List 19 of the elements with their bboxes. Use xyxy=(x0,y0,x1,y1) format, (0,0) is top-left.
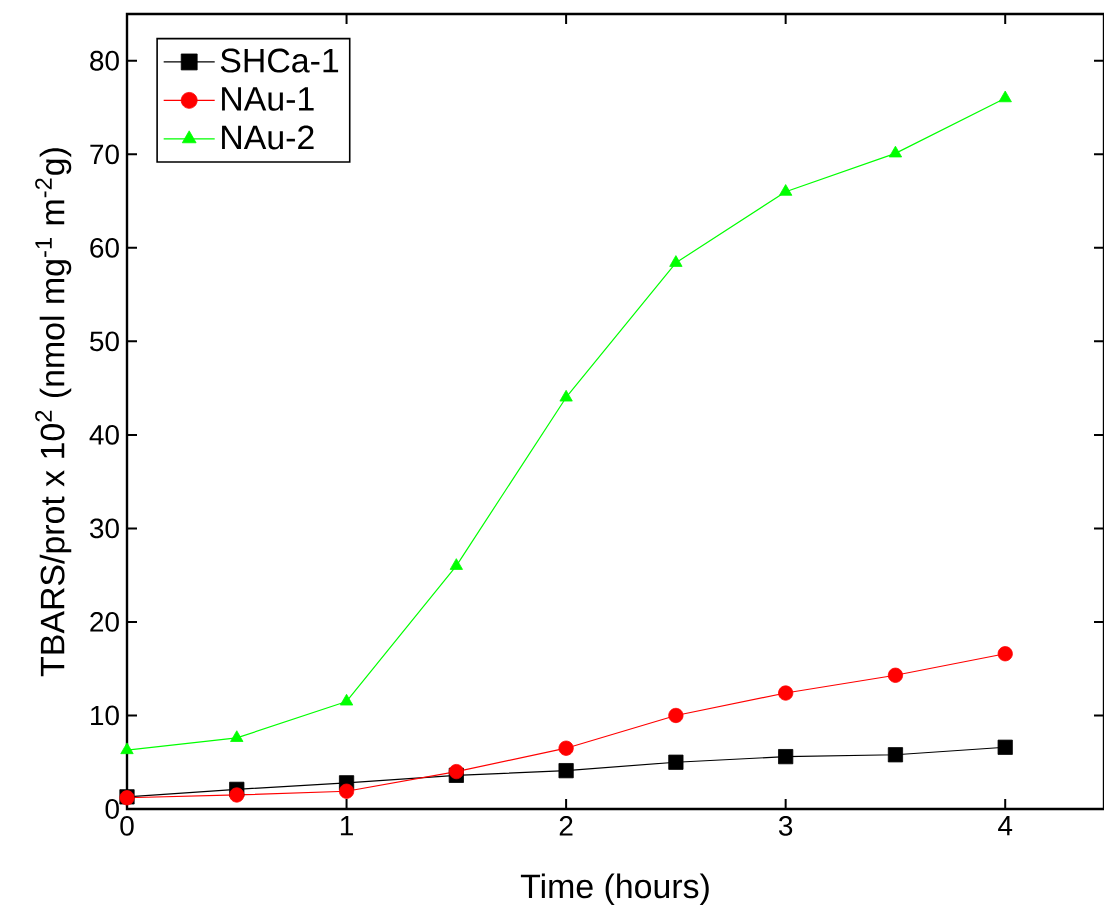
x-tick-label: 3 xyxy=(778,816,793,836)
legend-label: NAu-1 xyxy=(222,87,314,111)
y-axis-title: TBARS/prot x 10$^{2}$ (nmol mg$^{-1}$ m$^{-2}$g) xyxy=(35,148,72,677)
y-tick-label: 10 xyxy=(91,705,119,726)
x-tick-label: 4 xyxy=(998,816,1013,836)
y-tick-label: 20 xyxy=(90,612,119,632)
y-tick-label: 0 xyxy=(105,799,119,819)
y-tick-label: 60 xyxy=(90,237,119,258)
x-axis-title: Time (hours) xyxy=(520,873,709,906)
x-tick-label: 1 xyxy=(340,816,353,836)
y-tick-label: 30 xyxy=(89,518,119,539)
y-tick-label: 80 xyxy=(90,50,119,71)
y-tick-label: 50 xyxy=(90,331,119,352)
x-tick-label: 2 xyxy=(559,816,573,836)
y-tick-label: 70 xyxy=(90,144,119,165)
legend-label: SHCa-1 xyxy=(220,48,339,73)
y-tick-label: 40 xyxy=(89,424,119,445)
legend-label: NAu-2 xyxy=(222,125,314,150)
x-tick-label: 0 xyxy=(120,816,134,836)
